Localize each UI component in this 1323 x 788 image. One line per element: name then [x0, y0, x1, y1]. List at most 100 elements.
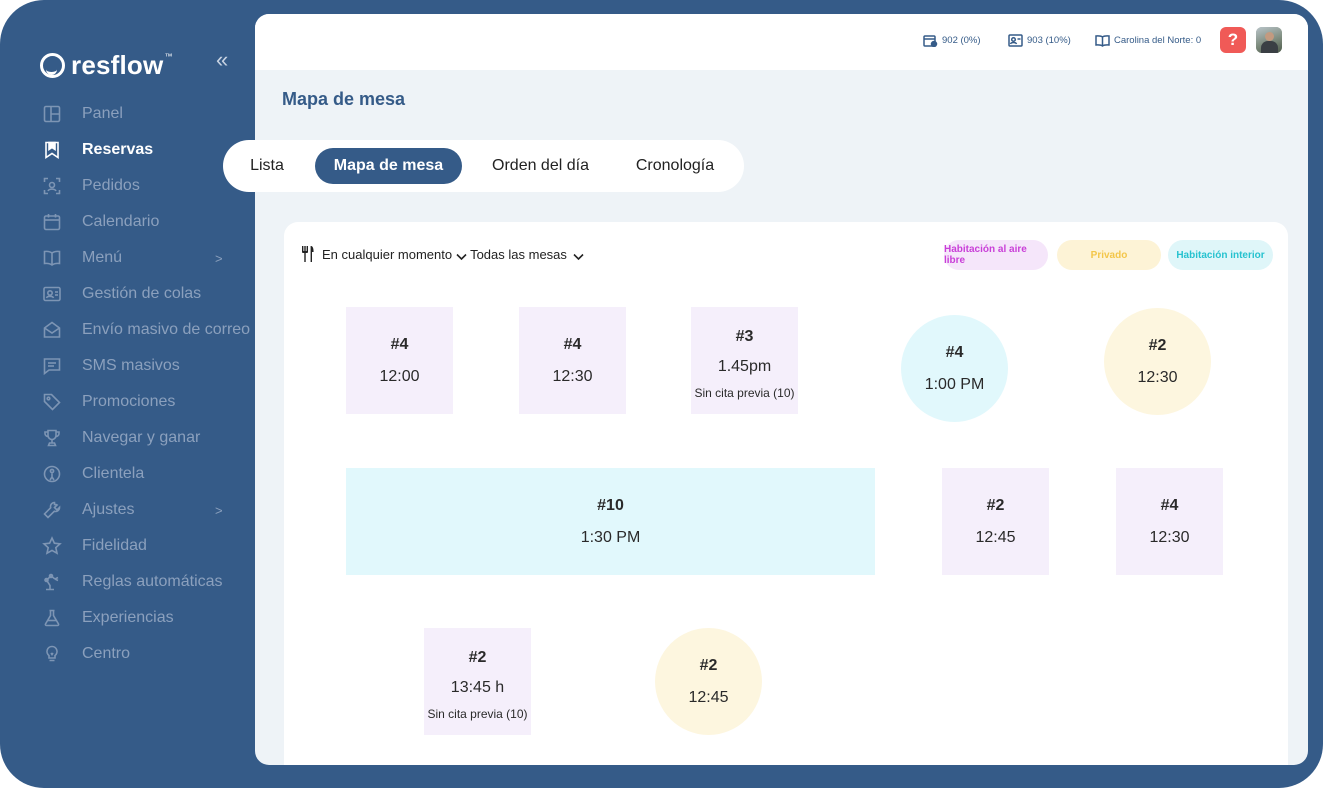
table-number: #4: [945, 343, 964, 361]
sidebar-item-label: Reservas: [82, 141, 154, 158]
sidebar-item-fidelidad[interactable]: Fidelidad: [41, 528, 255, 564]
robot-arm-icon: [41, 571, 63, 593]
chevron-right-icon: >: [215, 250, 223, 266]
bookmark-icon: [41, 139, 63, 161]
sidebar-item-pedidos[interactable]: Pedidos: [41, 168, 255, 204]
view-tabs: Lista Mapa de mesa Orden del día Cronolo…: [223, 140, 744, 192]
stat-guests[interactable]: 903 (10%): [1008, 34, 1071, 47]
calendar-icon: [41, 211, 63, 233]
stat-location-value: Carolina del Norte: 0: [1114, 35, 1202, 46]
table-tile[interactable]: #2 13:45 h Sin cita previa (10): [424, 628, 531, 735]
table-tile[interactable]: #4 12:30: [519, 307, 626, 414]
sidebar-item-experiencias[interactable]: Experiencias: [41, 600, 255, 636]
table-tile[interactable]: #10 1:30 PM: [346, 468, 875, 575]
sidebar: resflow ™ « Panel Reservas Pedidos Calen…: [0, 0, 255, 788]
tag-icon: [41, 391, 63, 413]
stat-guests-value: 903 (10%): [1027, 35, 1071, 46]
sidebar-item-label: SMS masivos: [82, 357, 180, 374]
logo-trademark: ™: [164, 52, 173, 61]
sidebar-item-centro[interactable]: Centro: [41, 636, 255, 672]
stat-reservations-value: 902 (0%): [942, 35, 981, 46]
legend-private[interactable]: Privado: [1057, 240, 1161, 270]
tab-mapa-de-mesa[interactable]: Mapa de mesa: [315, 148, 462, 184]
table-time: 12:30: [1137, 368, 1178, 386]
table-note: Sin cita previa (10): [427, 706, 528, 721]
table-number: #4: [390, 335, 409, 353]
chevron-down-icon: [573, 249, 584, 261]
sidebar-item-calendario[interactable]: Calendario: [41, 204, 255, 240]
sidebar-item-promociones[interactable]: Promociones: [41, 384, 255, 420]
sidebar-item-label: Fidelidad: [82, 537, 147, 554]
utensils-icon: [301, 246, 315, 262]
calendar-check-icon: [923, 35, 938, 47]
logo-wordmark: resflow: [71, 50, 164, 80]
sidebar-item-label: Clientela: [82, 465, 145, 482]
sidebar-item-label: Panel: [82, 105, 123, 122]
sidebar-item-label: Calendario: [82, 213, 160, 230]
resflow-logo: resflow ™: [40, 50, 172, 81]
table-map-card: En cualquier momento Todas las mesas Hab…: [284, 222, 1288, 765]
sidebar-item-panel[interactable]: Panel: [41, 96, 255, 132]
sidebar-item-label: Promociones: [82, 393, 176, 410]
chevron-right-icon: >: [215, 502, 223, 518]
table-time: 1:00 PM: [924, 375, 985, 393]
sidebar-item-reglas-automaticas[interactable]: Reglas automáticas: [41, 564, 255, 600]
table-tile[interactable]: #4 1:00 PM: [901, 315, 1008, 422]
stat-location[interactable]: Carolina del Norte: 0: [1095, 34, 1201, 47]
table-tile[interactable]: #2 12:30: [1104, 308, 1211, 415]
logo-mark-icon: [40, 53, 65, 78]
sidebar-item-label: Navegar y ganar: [82, 429, 201, 446]
sidebar-item-label: Envío masivo de correo: [82, 321, 251, 338]
legend-indoor[interactable]: Habitación interior: [1168, 240, 1273, 270]
table-time: 12:00: [379, 367, 420, 385]
tab-cronologia[interactable]: Cronología: [635, 157, 715, 174]
sidebar-item-navegar-y-ganar[interactable]: Navegar y ganar: [41, 420, 255, 456]
tab-lista[interactable]: Lista: [250, 157, 284, 174]
id-card-icon: [41, 283, 63, 305]
tables-filter-dropdown[interactable]: Todas las mesas: [470, 246, 584, 262]
sidebar-item-sms-masivos[interactable]: SMS masivos: [41, 348, 255, 384]
table-number: #10: [597, 496, 624, 514]
sidebar-item-label: Ajustes: [82, 501, 135, 518]
table-tile[interactable]: #4 12:00: [346, 307, 453, 414]
collapse-sidebar-button[interactable]: «: [216, 47, 228, 72]
table-tile[interactable]: #2 12:45: [655, 628, 762, 735]
sidebar-item-label: Gestión de colas: [82, 285, 202, 302]
table-number: #4: [563, 335, 582, 353]
table-tile[interactable]: #4 12:30: [1116, 468, 1223, 575]
table-number: #2: [986, 496, 1005, 514]
sidebar-item-clientela[interactable]: Clientela: [41, 456, 255, 492]
top-bar: 902 (0%) 903 (10%) Carolina del Norte: 0…: [255, 14, 1308, 70]
mail-icon: [41, 319, 63, 341]
stat-reservations[interactable]: 902 (0%): [923, 34, 981, 47]
help-button[interactable]: ?: [1220, 27, 1246, 53]
table-tile[interactable]: #3 1.45pm Sin cita previa (10): [691, 307, 798, 414]
table-time: 1.45pm: [717, 357, 772, 375]
sidebar-item-gestion-de-colas[interactable]: Gestión de colas: [41, 276, 255, 312]
sidebar-item-menu[interactable]: Menú >: [41, 240, 255, 276]
table-time: 13:45 h: [450, 678, 505, 696]
sidebar-item-envio-masivo[interactable]: Envío masivo de correo: [41, 312, 255, 348]
time-filter-dropdown[interactable]: En cualquier momento: [322, 247, 467, 262]
sidebar-item-reservas[interactable]: Reservas: [41, 132, 255, 168]
scan-icon: [41, 175, 63, 197]
wrench-icon: [41, 499, 63, 521]
avatar[interactable]: [1256, 27, 1282, 53]
table-number: #2: [468, 648, 487, 666]
sidebar-item-ajustes[interactable]: Ajustes >: [41, 492, 255, 528]
sidebar-item-label: Centro: [82, 645, 131, 662]
table-time: 12:45: [975, 528, 1016, 546]
message-icon: [41, 355, 63, 377]
flask-icon: [41, 607, 63, 629]
table-tile[interactable]: #2 12:45: [942, 468, 1049, 575]
table-number: #2: [1148, 336, 1167, 354]
legend-outdoor[interactable]: Habitación al aire libre: [944, 240, 1048, 270]
lightbulb-icon: [41, 643, 63, 665]
person-circle-icon: [41, 463, 63, 485]
sidebar-nav: Panel Reservas Pedidos Calendario Menú >: [41, 96, 255, 672]
table-time: 1:30 PM: [580, 528, 641, 546]
sidebar-item-label: Reglas automáticas: [82, 573, 223, 590]
tab-orden-del-dia[interactable]: Orden del día: [492, 157, 589, 174]
tables-filter-value: Todas las mesas: [470, 246, 567, 262]
